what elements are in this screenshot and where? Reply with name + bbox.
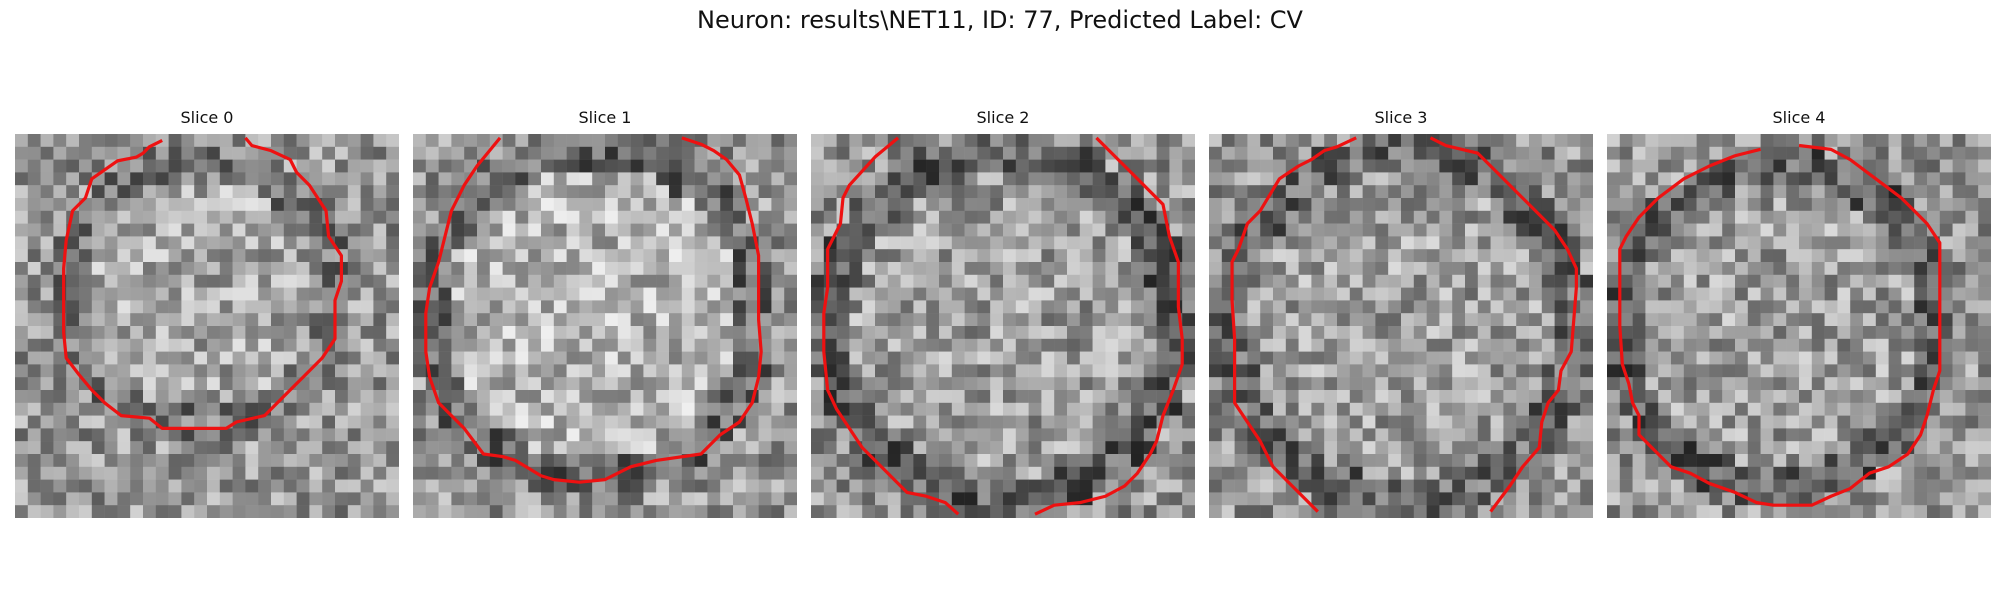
slice-image (15, 134, 399, 518)
grayscale-pixels (15, 134, 399, 518)
figure-title: Neuron: results\NET11, ID: 77, Predicted… (697, 6, 1303, 34)
neuron-contour (822, 136, 960, 516)
neuron-contour (62, 136, 344, 431)
slice-title: Slice 2 (976, 108, 1030, 127)
neuron-contour (1618, 143, 1942, 507)
neuron-contour (1429, 136, 1578, 513)
grayscale-pixels (413, 134, 797, 518)
slice-title: Slice 4 (1772, 108, 1826, 127)
neuron-contour (1034, 136, 1184, 516)
slice-title: Slice 3 (1374, 108, 1428, 127)
neuron-contour (424, 136, 763, 484)
slice-title: Slice 0 (180, 108, 234, 127)
slice-image (1607, 134, 1991, 518)
slice-image (413, 134, 797, 518)
slice-title: Slice 1 (578, 108, 632, 127)
slice-image (1209, 134, 1593, 518)
grayscale-pixels (1209, 134, 1593, 518)
slice-image (811, 134, 1195, 518)
grayscale-pixels (811, 134, 1195, 518)
neuron-contour (1230, 136, 1357, 513)
